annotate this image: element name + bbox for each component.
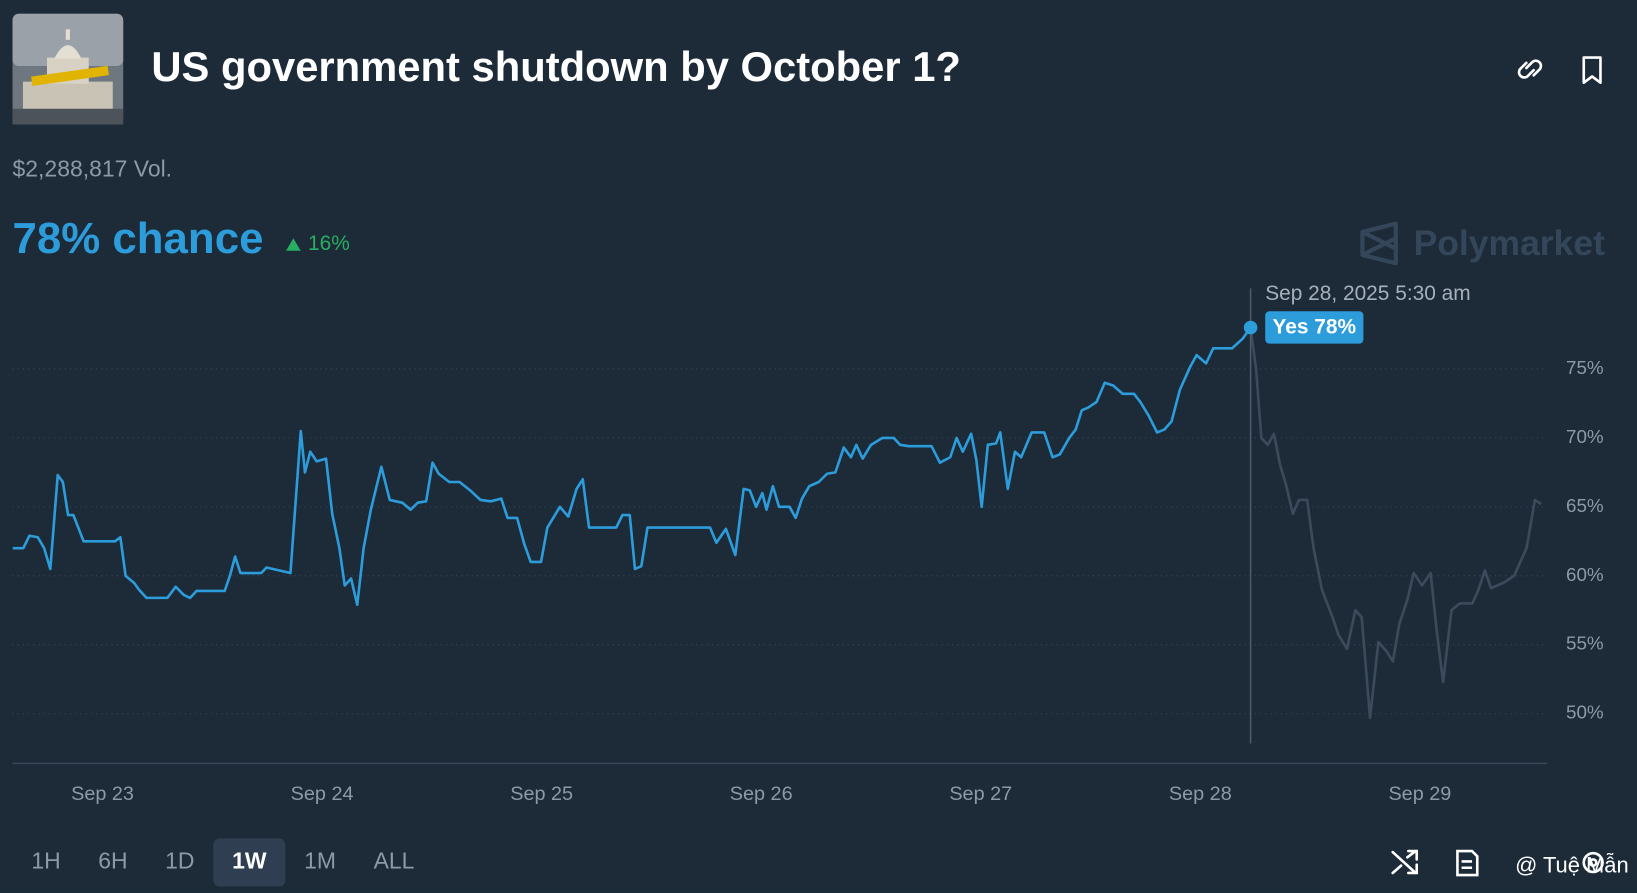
y-tick-label: 75% (1566, 357, 1604, 378)
tooltip-date: Sep 28, 2025 5:30 am (1265, 282, 1470, 305)
y-tick-label: 50% (1566, 702, 1604, 723)
settings-button[interactable] (1582, 851, 1604, 874)
range-label: 6H (98, 848, 127, 874)
range-active-bg (213, 838, 286, 887)
embed-button[interactable] (1456, 849, 1479, 877)
line-highlighted (12, 326, 1252, 607)
bookmark-button[interactable] (1582, 56, 1602, 84)
y-tick-label: 55% (1566, 633, 1604, 654)
x-tick-label: Sep 25 (510, 783, 573, 805)
range-button[interactable]: 6H (98, 848, 127, 874)
chance: 78% chance (13, 214, 264, 263)
range-button[interactable]: 1M (304, 848, 336, 874)
range-label: 1M (304, 848, 336, 874)
x-tick-label: Sep 24 (291, 783, 354, 805)
x-tick-label: Sep 27 (949, 783, 1012, 805)
range-label: ALL (374, 848, 415, 874)
change: 16% (308, 232, 350, 255)
tooltip-badge (1265, 311, 1364, 344)
x-tick-label: Sep 26 (730, 783, 793, 805)
hover-dot (1243, 320, 1258, 335)
y-tick-label: 65% (1566, 495, 1604, 516)
change-arrow (286, 238, 301, 251)
y-tick-label: 60% (1566, 564, 1604, 585)
y-tick-label: 70% (1566, 426, 1604, 447)
x-tick-label: Sep 28 (1169, 783, 1232, 805)
range-label: 1H (31, 848, 60, 874)
range-button[interactable]: 1H (31, 848, 60, 874)
x-tick-label: Sep 29 (1388, 783, 1451, 805)
thumbnail (12, 13, 124, 125)
time-range-controls: 1H 6H 1D 1W 1M ALL (31, 838, 415, 887)
shuffle-button[interactable] (1391, 849, 1419, 875)
watermark: Polymarket (1414, 223, 1606, 263)
range-button[interactable]: ALL (374, 848, 415, 874)
market-title: US government shutdown by October 1? (151, 43, 961, 90)
copy-link-button[interactable] (1512, 52, 1547, 87)
x-tick-label: Sep 23 (71, 783, 134, 805)
range-button[interactable]: 1D (165, 848, 194, 874)
plot: 50% 55% 60% 65% 70% 75% Sep 23 Sep 24 Sep 25 Sep … (12, 282, 1604, 805)
range-label: 1W (232, 848, 267, 874)
credit: @ Tuệ Mẫn (1515, 853, 1629, 878)
range-button[interactable]: 1W (213, 838, 286, 887)
line-future (1249, 327, 1542, 720)
polymarket-logo (1360, 221, 1398, 266)
tooltip-label: Yes 78% (1273, 316, 1357, 339)
volume: $2,288,817 Vol. (13, 155, 173, 181)
range-label: 1D (165, 848, 194, 874)
